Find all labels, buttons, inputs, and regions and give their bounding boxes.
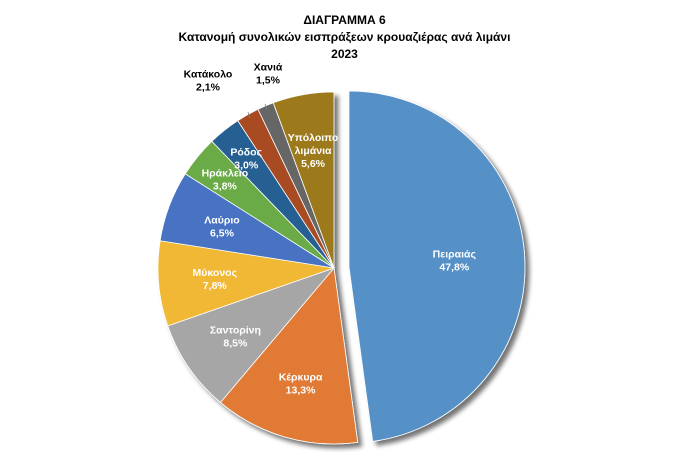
leader-line <box>247 111 251 119</box>
pie-slice <box>219 267 359 445</box>
chart-subtitle: Κατανομή συνολικών εισπράξεων κρουαζιέρα… <box>178 30 511 44</box>
slice-name-label: λιμάνια <box>295 145 332 157</box>
chart-title: ΔΙΑΓΡΑΜΜΑ 6 <box>303 13 386 27</box>
leader-line <box>264 103 268 110</box>
slice-value-label: 3,0% <box>234 159 259 171</box>
slice-value-label: 5,6% <box>301 158 326 170</box>
pie-slice <box>348 90 526 442</box>
slice-name-label: Πειραιάς <box>433 248 477 260</box>
pie-slice <box>272 91 335 269</box>
slice-value-label: 8,5% <box>223 337 248 349</box>
slice-value-label: 3,8% <box>213 181 238 193</box>
slice-name-label: Λαύριο <box>204 214 239 226</box>
slice-name-label: Χανιά <box>254 62 283 74</box>
slice-name-label: Ηράκλειο <box>202 168 249 180</box>
slice-name-label: Σαντορίνη <box>210 324 261 336</box>
chart-year: 2023 <box>331 47 358 61</box>
pie-slice <box>167 267 336 404</box>
slice-value-label: 47,8% <box>439 261 469 273</box>
slice-value-label: 1,5% <box>256 75 281 87</box>
slice-name-label: Μύκονος <box>193 267 238 279</box>
slice-value-label: 6,5% <box>210 227 235 239</box>
slice-value-label: 2,1% <box>196 82 221 94</box>
slice-value-label: 7,8% <box>203 280 228 292</box>
slice-name-label: Υπόλοιπο <box>288 132 339 144</box>
chart-title-block: ΔΙΑΓΡΑΜΜΑ 6 Κατανομή συνολικών εισπράξεω… <box>0 12 689 63</box>
slice-value-label: 13,3% <box>286 384 316 396</box>
slice-name-label: Κατάκολο <box>184 69 233 81</box>
slice-name-label: Ρόδος <box>230 146 262 158</box>
slice-name-label: Κέρκυρα <box>279 371 323 383</box>
